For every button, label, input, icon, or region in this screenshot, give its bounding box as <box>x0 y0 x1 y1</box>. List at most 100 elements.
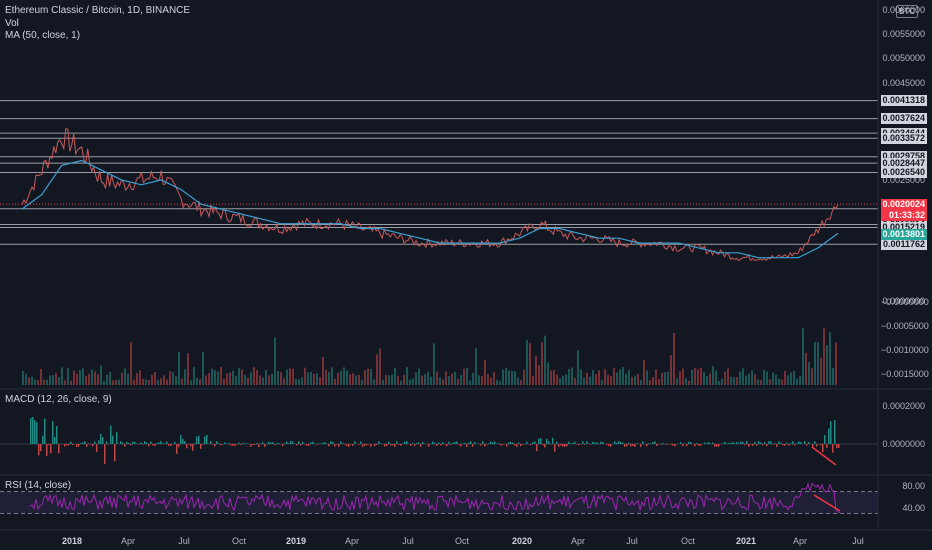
volume-bar <box>790 372 792 385</box>
macd-histogram-bar <box>754 441 756 444</box>
volume-bar <box>346 370 348 385</box>
macd-histogram-bar <box>830 421 832 444</box>
price-tick-label: −0.0005000 <box>881 320 929 331</box>
rsi-pane <box>0 482 878 514</box>
volume-bar <box>43 379 45 385</box>
volume-bar <box>802 328 804 385</box>
symbol-title[interactable]: Ethereum Classic / Bitcoin, 1D, BINANCE <box>5 5 191 16</box>
volume-bar <box>760 379 762 385</box>
macd-histogram-bar <box>264 444 266 447</box>
volume-bar <box>223 379 225 385</box>
volume-bar <box>763 369 765 385</box>
volume-bar <box>634 375 636 385</box>
macd-histogram-bar <box>276 443 278 444</box>
macd-histogram-bar <box>536 444 538 452</box>
volume-bar <box>310 371 312 385</box>
macd-divergence-line <box>811 446 837 466</box>
macd-histogram-bar <box>780 442 782 444</box>
moving-average <box>21 159 839 259</box>
volume-bar <box>193 367 195 385</box>
macd-histogram-bar <box>190 444 192 447</box>
rsi-tick-label: 80.00 <box>902 481 925 491</box>
macd-histogram-bar <box>274 444 276 446</box>
volume-bar <box>688 380 690 385</box>
volume-bar <box>835 342 837 385</box>
macd-histogram-bar <box>506 444 508 447</box>
volume-bar <box>256 370 258 385</box>
ma-label[interactable]: MA (50, close, 1) <box>5 30 81 41</box>
volume-bar <box>241 369 243 385</box>
level-price-label[interactable]: 0.0037624 <box>881 113 927 125</box>
volume-bar <box>196 377 198 385</box>
macd-histogram-bar <box>806 444 808 446</box>
macd-histogram-bar <box>300 444 302 446</box>
macd-histogram-bar <box>168 444 170 446</box>
volume-bar <box>232 370 234 385</box>
macd-histogram-bar <box>134 441 136 444</box>
volume-bar <box>154 372 156 385</box>
volume-bar <box>682 368 684 385</box>
volume-bar <box>724 371 726 385</box>
macd-histogram-bar <box>156 443 158 444</box>
macd-histogram-bar <box>732 441 734 444</box>
macd-histogram-bar <box>688 441 690 444</box>
pane-separators <box>0 0 932 531</box>
macd-histogram-bar <box>112 435 114 444</box>
macd-histogram-bar <box>410 444 412 446</box>
macd-histogram-bar <box>616 442 618 444</box>
volume-bar <box>262 377 264 385</box>
volume-bar <box>76 373 78 385</box>
volume-bar <box>85 376 87 385</box>
macd-histogram-bar <box>414 444 416 446</box>
macd-histogram-bar <box>608 444 610 447</box>
rsi-label[interactable]: RSI (14, close) <box>5 480 72 491</box>
volume-bar <box>25 373 27 385</box>
macd-histogram-bar <box>220 444 222 446</box>
volume-bar <box>415 372 417 385</box>
volume-bar <box>301 377 303 385</box>
currency-badge[interactable]: BTC <box>896 5 918 18</box>
volume-bar <box>679 371 681 385</box>
volume-bar <box>727 368 729 385</box>
macd-histogram-bar <box>420 444 422 447</box>
level-price-label[interactable]: 0.0011762 <box>881 238 927 250</box>
macd-histogram-bar <box>646 444 648 447</box>
macd-histogram-bar <box>740 441 742 444</box>
volume-bar <box>55 372 57 385</box>
macd-histogram-bar <box>316 444 318 445</box>
volume-bar <box>205 375 207 385</box>
macd-histogram-bar <box>578 444 580 446</box>
macd-histogram-bar <box>776 444 778 447</box>
macd-histogram-bar <box>760 442 762 444</box>
macd-histogram-bar <box>718 444 720 447</box>
volume-bar <box>265 369 267 385</box>
time-tick-label: Oct <box>231 536 247 546</box>
volume-label[interactable]: Vol <box>5 18 19 29</box>
level-price-label[interactable]: 0.0026540 <box>881 166 927 178</box>
macd-histogram-bar <box>774 443 776 444</box>
level-price-label[interactable]: 0.0033572 <box>881 132 927 144</box>
macd-histogram-bar <box>184 441 186 444</box>
volume-bar <box>370 369 372 385</box>
level-price-label[interactable]: 0.0028447 <box>881 157 927 169</box>
volume-bar <box>592 369 594 385</box>
macd-histogram-bar <box>194 443 196 444</box>
macd-histogram-bar <box>238 442 240 444</box>
macd-histogram-bar <box>558 444 560 447</box>
macd-histogram-bar <box>432 441 434 444</box>
price-tick-label: 0.0025000 <box>882 174 925 185</box>
level-price-label[interactable]: 0.0015219 <box>881 221 927 233</box>
level-price-label[interactable]: 0.0029758 <box>881 151 927 163</box>
macd-label[interactable]: MACD (12, 26, close, 9) <box>5 394 112 405</box>
volume-bar <box>769 379 771 385</box>
volume-bar <box>70 380 72 385</box>
volume-bar <box>367 368 369 385</box>
volume-bar <box>403 374 405 385</box>
macd-histogram-bar <box>348 444 350 447</box>
volume-bar <box>652 377 654 385</box>
volume-bar <box>754 374 756 385</box>
macd-histogram-bar <box>798 441 800 444</box>
volume-bar <box>439 377 441 385</box>
level-price-label[interactable]: 0.0041318 <box>881 95 927 107</box>
